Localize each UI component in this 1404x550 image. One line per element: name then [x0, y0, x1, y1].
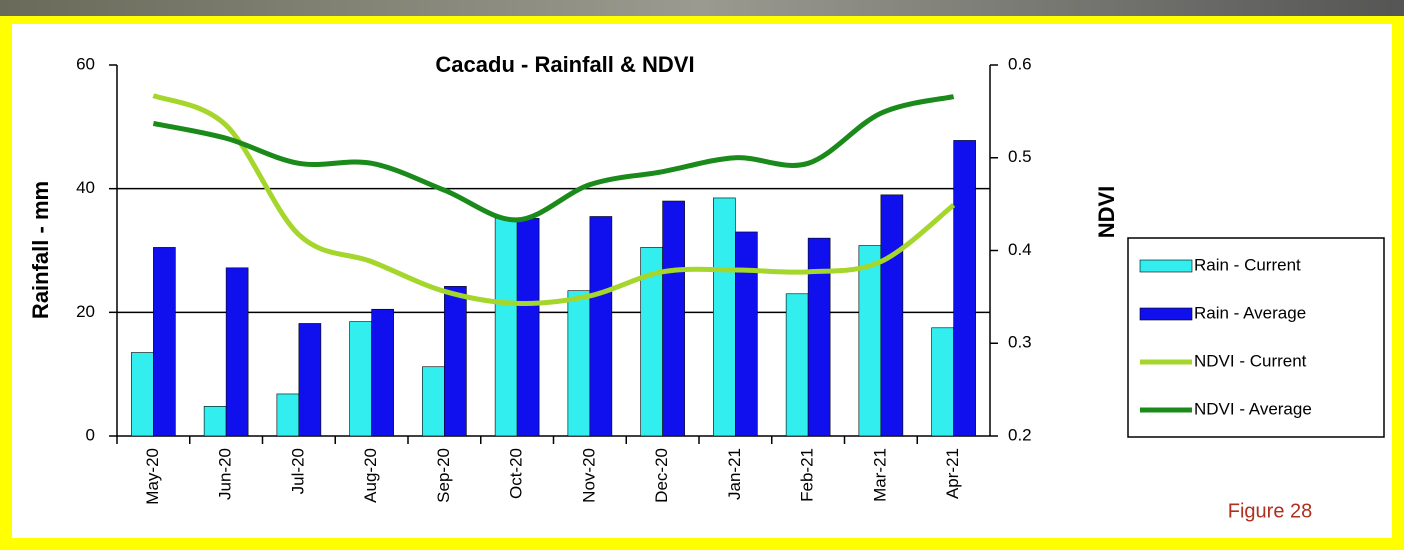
legend-label: NDVI - Average [1194, 399, 1312, 418]
y-tick-label: 40 [76, 178, 95, 197]
bar [298, 323, 322, 437]
chart-title: Cacadu - Rainfall & NDVI [435, 52, 694, 77]
bar [567, 290, 591, 437]
bar [735, 231, 758, 437]
x-tick-label: Nov-20 [579, 448, 598, 503]
bar [349, 321, 372, 437]
bar [494, 218, 518, 437]
bar [953, 140, 976, 437]
y-tick-label: 60 [76, 54, 95, 73]
x-tick-label: Mar-21 [870, 448, 889, 502]
bar [858, 245, 882, 437]
bar [203, 406, 227, 437]
y2-axis-title: NDVI [1094, 186, 1119, 239]
x-tick-label: Dec-20 [652, 448, 671, 503]
bar [276, 393, 300, 437]
bar [589, 216, 613, 437]
y-tick-label: 0 [86, 425, 95, 444]
bar [713, 197, 736, 437]
bar [785, 293, 809, 437]
x-tick-label: Jul-20 [288, 448, 307, 494]
bar [516, 218, 540, 437]
legend-swatch [1139, 307, 1193, 321]
line [152, 94, 955, 223]
x-tick-label: Feb-21 [798, 448, 817, 502]
bar [880, 194, 904, 437]
bar [153, 247, 176, 437]
line [152, 93, 956, 306]
y2-tick-label: 0.5 [1008, 147, 1032, 166]
x-tick-label: Jun-20 [216, 448, 235, 500]
bar [931, 327, 954, 437]
legend-label: NDVI - Current [1194, 351, 1307, 370]
bar [371, 308, 394, 437]
x-tick-label: Sep-20 [434, 448, 453, 503]
legend-label: Rain - Current [1194, 255, 1301, 274]
y-axis-title: Rainfall - mm [28, 181, 53, 319]
legend-swatch [1139, 259, 1193, 273]
x-tick-label: Apr-21 [943, 448, 962, 499]
x-tick-label: Aug-20 [361, 448, 380, 503]
y2-tick-label: 0.4 [1008, 240, 1032, 259]
bar [131, 352, 154, 437]
figure-label: Figure 28 [1228, 500, 1313, 522]
x-tick-label: Jan-21 [725, 448, 744, 500]
bar [225, 267, 249, 437]
x-tick-label: May-20 [143, 448, 162, 505]
bar [444, 286, 467, 437]
y2-tick-label: 0.2 [1008, 425, 1032, 444]
y2-tick-label: 0.6 [1008, 54, 1032, 73]
legend-label: Rain - Average [1194, 303, 1306, 322]
bar [807, 237, 831, 437]
bar [422, 366, 445, 437]
bar [662, 200, 685, 437]
y2-tick-label: 0.3 [1008, 333, 1032, 352]
y-tick-label: 20 [76, 302, 95, 321]
x-tick-label: Oct-20 [507, 448, 526, 499]
